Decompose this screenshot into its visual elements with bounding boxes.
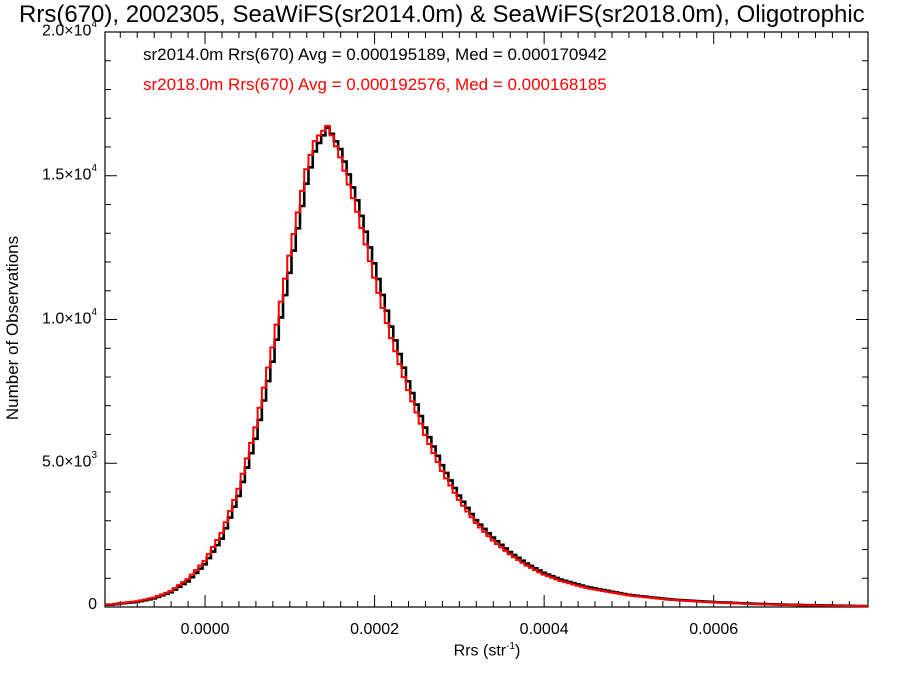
y-tick-label: 1.0×104 [42, 306, 97, 328]
y-tick-label: 2.0×104 [42, 19, 97, 40]
y-tick-mantissa: 0 [88, 596, 97, 613]
y-tick-exponent: 4 [91, 306, 97, 318]
x-axis-label: Rrs (str-1) [454, 641, 521, 660]
chart-title: Rrs(670), 2002305, SeaWiFS(sr2014.0m) & … [19, 1, 865, 28]
x-axis-label-base: Rrs (str [453, 642, 507, 660]
x-tick-label: 0.0006 [689, 621, 739, 638]
legend-entry-sr2018: sr2018.0m Rrs(670) Avg = 0.000192576, Me… [143, 75, 607, 94]
y-tick-exponent: 4 [91, 19, 97, 30]
x-tick-label: 0.0000 [180, 621, 230, 638]
y-tick-exponent: 4 [91, 162, 97, 174]
y-tick-label: 0 [88, 596, 97, 614]
plot-frame [104, 31, 869, 608]
y-axis-label: Number of Observations [3, 235, 22, 421]
x-tick-label: 0.0002 [350, 621, 400, 638]
y-tick-exponent: 3 [91, 450, 97, 462]
y-tick-mantissa: 1.0×10 [42, 309, 92, 327]
series-layer [105, 124, 868, 608]
x-axis-label-tail: ) [515, 642, 521, 660]
y-tick-mantissa: 5.0×10 [42, 453, 92, 471]
y-tick-mantissa: 1.5×10 [42, 166, 92, 184]
y-tick-label: 1.5×104 [42, 162, 97, 184]
x-axis-label-exponent: -1 [506, 641, 516, 652]
y-tick-label: 5.0×103 [42, 450, 97, 471]
axis-ticks [105, 31, 868, 608]
series-line-sr2018.0m [105, 124, 868, 608]
y-tick-mantissa: 2.0×10 [42, 22, 92, 40]
x-tick-label: 0.0004 [519, 621, 569, 638]
legend-entry-sr2014: sr2014.0m Rrs(670) Avg = 0.000195189, Me… [143, 45, 607, 64]
